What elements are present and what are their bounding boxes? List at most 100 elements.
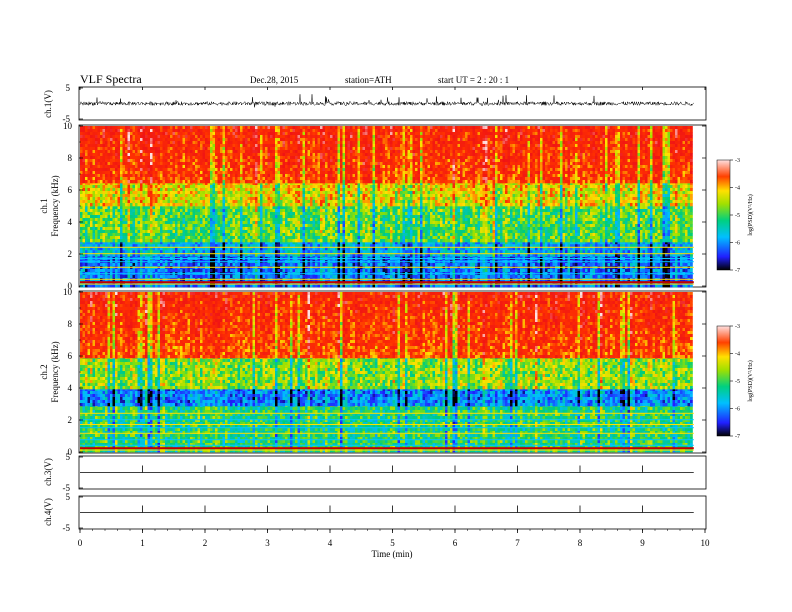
spectrogram-cell	[133, 269, 136, 272]
spectrogram-cell	[480, 269, 483, 272]
y-tick-label: 5	[66, 83, 71, 93]
spectrogram-cell	[83, 269, 86, 272]
spectrogram-cell	[85, 269, 88, 272]
spectrogram-cell	[310, 269, 313, 272]
spectrogram-cell	[80, 269, 83, 272]
spectrogram-cell	[418, 269, 421, 272]
spectrogram-cell	[520, 263, 523, 266]
spectrogram-cell	[108, 269, 111, 272]
spectrogram-cell	[533, 269, 536, 272]
spectrogram-cell	[553, 269, 556, 272]
spectrogram-cell	[515, 269, 518, 272]
spectrogram-cell	[300, 263, 303, 266]
spectrogram-cell	[243, 263, 246, 266]
spectrogram-cell	[128, 263, 131, 266]
spectrogram-cell	[268, 263, 271, 266]
spectrogram-cell	[370, 263, 373, 266]
spectrogram-cell	[545, 269, 548, 272]
spectrogram-cell	[490, 269, 493, 272]
spectrogram-cell	[573, 269, 576, 272]
spectrogram-cell	[140, 269, 143, 272]
spectrogram-cell	[255, 269, 258, 272]
spectrogram-cell	[203, 269, 206, 272]
spectrogram-cell	[495, 269, 498, 272]
spectrogram-cell	[663, 263, 666, 266]
spectrogram-cell	[198, 269, 201, 272]
spectrogram-cell	[690, 269, 693, 272]
spectrogram-cell	[475, 269, 478, 272]
spectrogram-cell	[258, 263, 261, 266]
spectrogram-cell	[248, 269, 251, 272]
spectrogram-cell	[383, 269, 386, 272]
spectrogram-cell	[333, 263, 336, 266]
spectrogram-cell	[283, 269, 286, 272]
spectrogram-cell	[105, 269, 108, 272]
spectrogram-cell	[393, 269, 396, 272]
spectrogram-cell	[158, 263, 161, 266]
spectrogram-cell	[510, 269, 513, 272]
spectrogram-cell	[513, 263, 516, 266]
spectrogram-cell	[135, 269, 138, 272]
spectrogram-cell	[328, 263, 331, 266]
spectrogram-cell	[155, 269, 158, 272]
spectrogram-cell	[318, 269, 321, 272]
spectrogram-cell	[600, 269, 603, 272]
spectrogram-cell	[483, 269, 486, 272]
spectrogram-cell	[413, 263, 416, 266]
spectrogram-cell	[465, 269, 468, 272]
spectrogram-cell	[448, 263, 451, 266]
spectrogram-cell	[195, 263, 198, 266]
spectrogram-cell	[178, 263, 181, 266]
spectrogram-cell	[578, 269, 581, 272]
spectrogram-cell	[458, 269, 461, 272]
date-label: Dec.28, 2015	[250, 75, 299, 85]
spectrogram-cell	[148, 263, 151, 266]
spectrogram-cell	[140, 263, 143, 266]
spectrogram-cell	[225, 269, 228, 272]
spectrogram-cell	[518, 269, 521, 272]
spectrogram-cell	[388, 269, 391, 272]
spectrogram-cell	[98, 269, 101, 272]
spectrogram-cell	[535, 269, 538, 272]
start-time-label: start UT = 2 : 20 : 1	[438, 75, 509, 85]
spectrogram-cell	[115, 263, 118, 266]
spectrogram-cell	[273, 263, 276, 266]
spectrogram-cell	[535, 263, 538, 266]
spectrogram-cell	[278, 269, 281, 272]
spectrogram-cell	[153, 263, 156, 266]
spectrogram-cell	[493, 263, 496, 266]
spectrogram-cell	[268, 269, 271, 272]
spectrogram-cell	[550, 269, 553, 272]
spectrogram-cell	[518, 263, 521, 266]
spectrogram-cell	[173, 263, 176, 266]
spectrogram-cell	[493, 269, 496, 272]
ch1-waveform-line	[80, 94, 694, 107]
spectrogram-cell	[615, 269, 618, 272]
spectrogram-cell	[498, 269, 501, 272]
spectrogram-cell	[673, 263, 676, 266]
vlf-spectra-figure: VLF Spectra Dec.28, 2015 station=ATH sta…	[0, 0, 792, 612]
spectrogram-cell	[145, 263, 148, 266]
spectrogram-cell	[353, 269, 356, 272]
spectrogram-cell	[213, 269, 216, 272]
spectrogram-cell	[595, 269, 598, 272]
spectrogram-cell	[445, 263, 448, 266]
spectrogram-cell	[160, 263, 163, 266]
spectrogram-cell	[338, 269, 341, 272]
spectrogram-cell	[390, 263, 393, 266]
spectrogram-cell	[185, 269, 188, 272]
spectrogram-cell	[470, 263, 473, 266]
spectrogram-cell	[293, 263, 296, 266]
spectrogram-cell	[160, 269, 163, 272]
spectrogram-cell	[400, 269, 403, 272]
spectrogram-cell	[603, 269, 606, 272]
spectrogram-cell	[558, 269, 561, 272]
spectrogram-cell	[443, 263, 446, 266]
spectrogram-cell	[375, 263, 378, 266]
spectrogram-cell	[658, 269, 661, 272]
spectrogram-cell	[215, 269, 218, 272]
spectrogram-cell	[440, 263, 443, 266]
spectrogram-cell	[340, 269, 343, 272]
spectrogram-cell	[168, 269, 171, 272]
spectrogram-cell	[285, 269, 288, 272]
